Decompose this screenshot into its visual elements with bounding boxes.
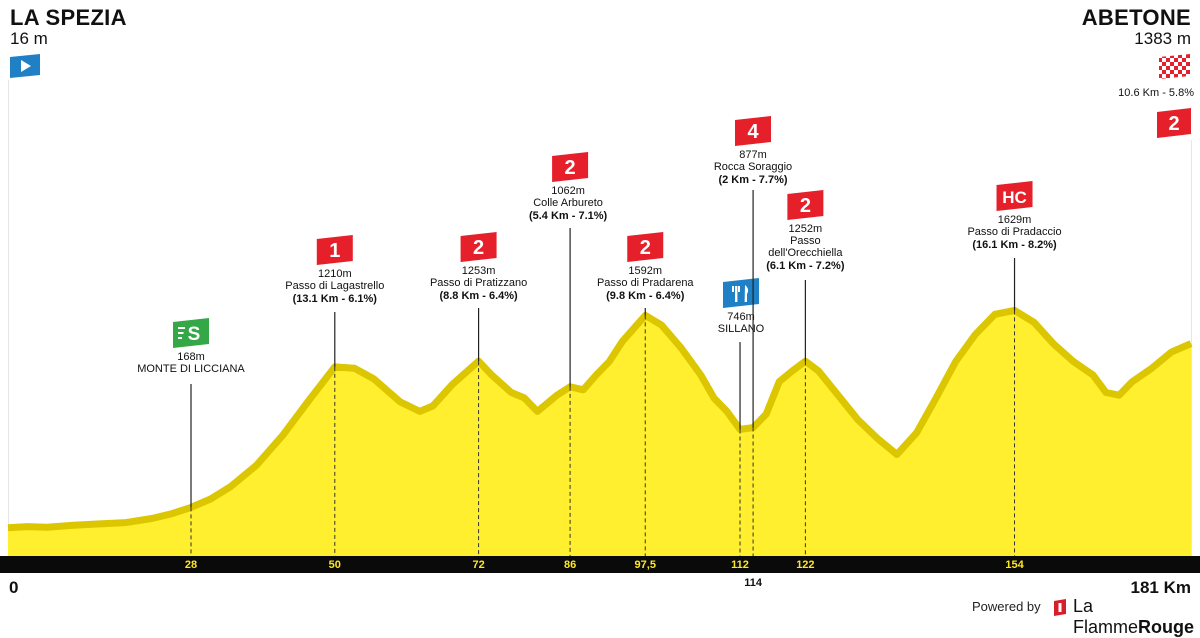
point-name-154: Passo di Pradaccio — [967, 226, 1061, 238]
point-altitude-86: 1062m — [551, 185, 585, 197]
climb-flag-label-97-5: 2 — [640, 237, 651, 259]
climb-flag-154 — [996, 181, 1033, 211]
flame-logo-icon — [1054, 599, 1066, 616]
climb-flag-label-122: 2 — [800, 195, 811, 217]
climb-flag-label-114: 4 — [747, 121, 759, 143]
climb-flag-label-154: HC — [1002, 188, 1027, 207]
km-label-154: 154 — [1005, 559, 1024, 571]
km-label-86: 86 — [564, 559, 576, 571]
point-name-50: Passo di Lagastrello — [285, 280, 384, 292]
point-name-28: MONTE DI LICCIANA — [137, 363, 245, 375]
point-name-86: Colle Arbureto — [533, 197, 603, 209]
powered-by-text: Powered by — [972, 599, 1041, 614]
climb-flag-72 — [460, 232, 497, 262]
elevation-profile-area — [8, 310, 1191, 556]
climb-flag-label-50: 1 — [329, 240, 340, 262]
km-label-72: 72 — [472, 559, 484, 571]
point-stats-97-5: (9.8 Km - 6.4%) — [606, 290, 685, 302]
km-label-28: 28 — [185, 559, 197, 571]
sprint-speed-line — [178, 332, 184, 334]
point-altitude-50: 1210m — [318, 268, 352, 280]
point-stats-86: (5.4 Km - 7.1%) — [529, 210, 608, 222]
point-name-72: Passo di Pratizzano — [430, 277, 527, 289]
km-label-122: 122 — [796, 559, 814, 571]
point-stats-154: (16.1 Km - 8.2%) — [972, 239, 1057, 251]
finish-climb-stats: 10.6 Km - 5.8% — [1118, 87, 1194, 99]
finish-altitude: 1383 m — [1134, 29, 1191, 48]
finish-town-name: ABETONE — [1081, 5, 1191, 30]
point-altitude-97-5: 1592m — [628, 265, 662, 277]
sprint-speed-line — [178, 337, 183, 339]
point-name-114: Rocca Soraggio — [714, 161, 792, 173]
point-stats-114: (2 Km - 7.7%) — [718, 174, 787, 186]
brand-name-bold: Rouge — [1138, 617, 1195, 637]
checkered-finish-flag-icon — [1159, 54, 1190, 79]
point-stats-122: (6.1 Km - 7.2%) — [766, 260, 845, 272]
start-flag-icon — [10, 54, 40, 78]
fork-tine — [732, 286, 734, 292]
sprint-speed-line — [178, 327, 186, 329]
point-name-97-5: Passo di Pradarena — [597, 277, 694, 289]
finish-climb-flag — [1157, 108, 1191, 138]
point-altitude-72: 1253m — [462, 265, 496, 277]
sprint-flag-28 — [173, 318, 210, 348]
climb-flag-122 — [787, 190, 824, 220]
point-stats-72: (8.8 Km - 6.4%) — [439, 290, 518, 302]
km-label-112: 112 — [731, 559, 749, 571]
start-altitude: 16 m — [10, 29, 48, 48]
fork-handle — [735, 286, 738, 302]
point-name-122: dell'Orecchiella — [768, 247, 843, 259]
climb-flag-label-86: 2 — [565, 157, 576, 179]
knife-blade — [744, 285, 749, 302]
km-label-97-5: 97,5 — [635, 559, 656, 571]
brand-name: La FlammeRouge — [1073, 596, 1200, 638]
finish-climb-flag-label: 2 — [1168, 113, 1179, 135]
start-town-name: LA SPEZIA — [10, 5, 127, 30]
km-label-114: 114 — [744, 577, 763, 589]
feed-flag-112 — [723, 278, 759, 308]
climb-flag-114 — [735, 116, 771, 146]
point-altitude-112: 746m — [727, 311, 755, 323]
point-altitude-114: 877m — [739, 149, 767, 161]
point-name-112: SILLANO — [718, 323, 765, 335]
km-label-50: 50 — [329, 559, 341, 571]
climb-flag-50 — [316, 235, 353, 265]
sprint-flag-label-28: S — [188, 324, 201, 345]
fork-tine — [738, 286, 740, 292]
brand-name-light: La Flamme — [1073, 596, 1139, 637]
point-name-122: Passo — [790, 235, 821, 247]
right-edge-line — [1191, 140, 1192, 556]
climb-flag-86 — [552, 152, 589, 182]
climb-flag-label-72: 2 — [473, 237, 484, 259]
point-altitude-28: 168m — [177, 351, 205, 363]
point-altitude-154: 1629m — [998, 214, 1032, 226]
point-altitude-122: 1252m — [789, 223, 823, 235]
axis-start-label: 0 — [9, 578, 19, 597]
distance-axis-bar — [0, 556, 1200, 573]
point-stats-50: (13.1 Km - 6.1%) — [293, 293, 378, 305]
climb-flag-97-5 — [627, 232, 664, 262]
axis-end-label: 181 Km — [1130, 578, 1191, 597]
left-edge-line — [8, 80, 9, 556]
